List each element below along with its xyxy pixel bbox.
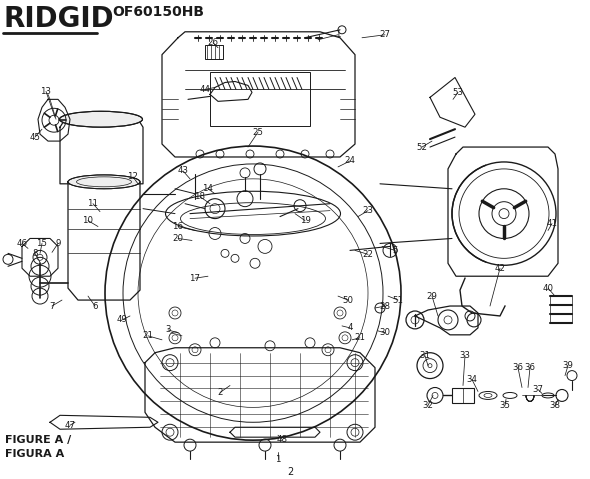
- Text: 35: 35: [500, 401, 510, 410]
- Text: 17: 17: [189, 274, 201, 283]
- Polygon shape: [68, 182, 140, 300]
- Text: 36: 36: [513, 363, 523, 372]
- Text: 21: 21: [143, 331, 153, 341]
- Text: 22: 22: [362, 250, 373, 259]
- Ellipse shape: [60, 111, 143, 127]
- Text: 25: 25: [253, 127, 264, 137]
- Text: 42: 42: [494, 264, 506, 273]
- Polygon shape: [38, 99, 70, 141]
- Text: 27: 27: [379, 30, 391, 39]
- Text: 1: 1: [335, 30, 341, 39]
- Text: 19: 19: [300, 216, 310, 225]
- Text: 45: 45: [30, 133, 41, 142]
- Polygon shape: [210, 81, 252, 102]
- Text: 39: 39: [562, 361, 573, 370]
- Polygon shape: [230, 427, 320, 437]
- Text: 18: 18: [195, 192, 205, 201]
- Text: 33: 33: [460, 351, 470, 360]
- Text: 43: 43: [178, 166, 188, 175]
- Text: 23: 23: [362, 206, 373, 215]
- Text: 15: 15: [37, 239, 48, 248]
- Text: 53: 53: [453, 88, 464, 97]
- Text: 16: 16: [172, 222, 183, 231]
- Polygon shape: [60, 119, 143, 184]
- Text: 46: 46: [17, 239, 28, 248]
- Text: OF60150HB: OF60150HB: [112, 5, 204, 19]
- Text: 44: 44: [199, 85, 211, 94]
- Text: 41: 41: [546, 219, 558, 228]
- Text: 28: 28: [379, 301, 391, 310]
- Text: 26: 26: [208, 38, 218, 47]
- Text: 4: 4: [348, 323, 353, 332]
- Text: 8: 8: [32, 249, 38, 258]
- Text: 37: 37: [533, 385, 543, 394]
- Text: 29: 29: [427, 292, 437, 301]
- Polygon shape: [448, 147, 558, 276]
- Polygon shape: [415, 306, 478, 335]
- Polygon shape: [22, 239, 58, 276]
- Text: 49: 49: [117, 316, 127, 324]
- Polygon shape: [50, 415, 158, 429]
- Text: 13: 13: [41, 87, 51, 96]
- Text: 1: 1: [276, 455, 281, 464]
- Text: 50: 50: [343, 296, 353, 305]
- Text: 7: 7: [49, 301, 55, 310]
- Text: 3: 3: [165, 325, 171, 334]
- Text: 38: 38: [549, 401, 560, 410]
- Text: 32: 32: [422, 401, 434, 410]
- Text: FIGURA A: FIGURA A: [5, 449, 64, 459]
- Text: 5: 5: [392, 246, 398, 255]
- Text: 14: 14: [202, 184, 214, 194]
- Text: 2: 2: [217, 388, 223, 397]
- Text: FIGURE A /: FIGURE A /: [5, 435, 71, 445]
- Text: 40: 40: [542, 284, 553, 293]
- Text: 30: 30: [379, 328, 391, 337]
- FancyBboxPatch shape: [205, 45, 223, 58]
- Polygon shape: [430, 78, 475, 127]
- FancyBboxPatch shape: [452, 388, 474, 403]
- Text: 20: 20: [172, 234, 183, 243]
- Text: 34: 34: [467, 375, 477, 384]
- Ellipse shape: [68, 175, 140, 189]
- Text: 52: 52: [417, 143, 428, 151]
- Text: RIDGID: RIDGID: [3, 5, 114, 33]
- Text: 31: 31: [419, 351, 431, 360]
- Text: 21: 21: [355, 333, 365, 342]
- Text: 51: 51: [392, 296, 404, 305]
- Text: 9: 9: [55, 239, 61, 248]
- Text: 2: 2: [287, 467, 293, 477]
- Text: 47: 47: [64, 421, 76, 430]
- Text: 36: 36: [525, 363, 536, 372]
- Polygon shape: [145, 348, 375, 442]
- Text: 11: 11: [87, 199, 99, 208]
- Text: 6: 6: [92, 301, 98, 310]
- Text: 10: 10: [83, 216, 93, 225]
- Polygon shape: [162, 32, 355, 157]
- Text: 48: 48: [277, 434, 287, 444]
- Text: 24: 24: [345, 157, 356, 165]
- Text: 12: 12: [127, 172, 139, 182]
